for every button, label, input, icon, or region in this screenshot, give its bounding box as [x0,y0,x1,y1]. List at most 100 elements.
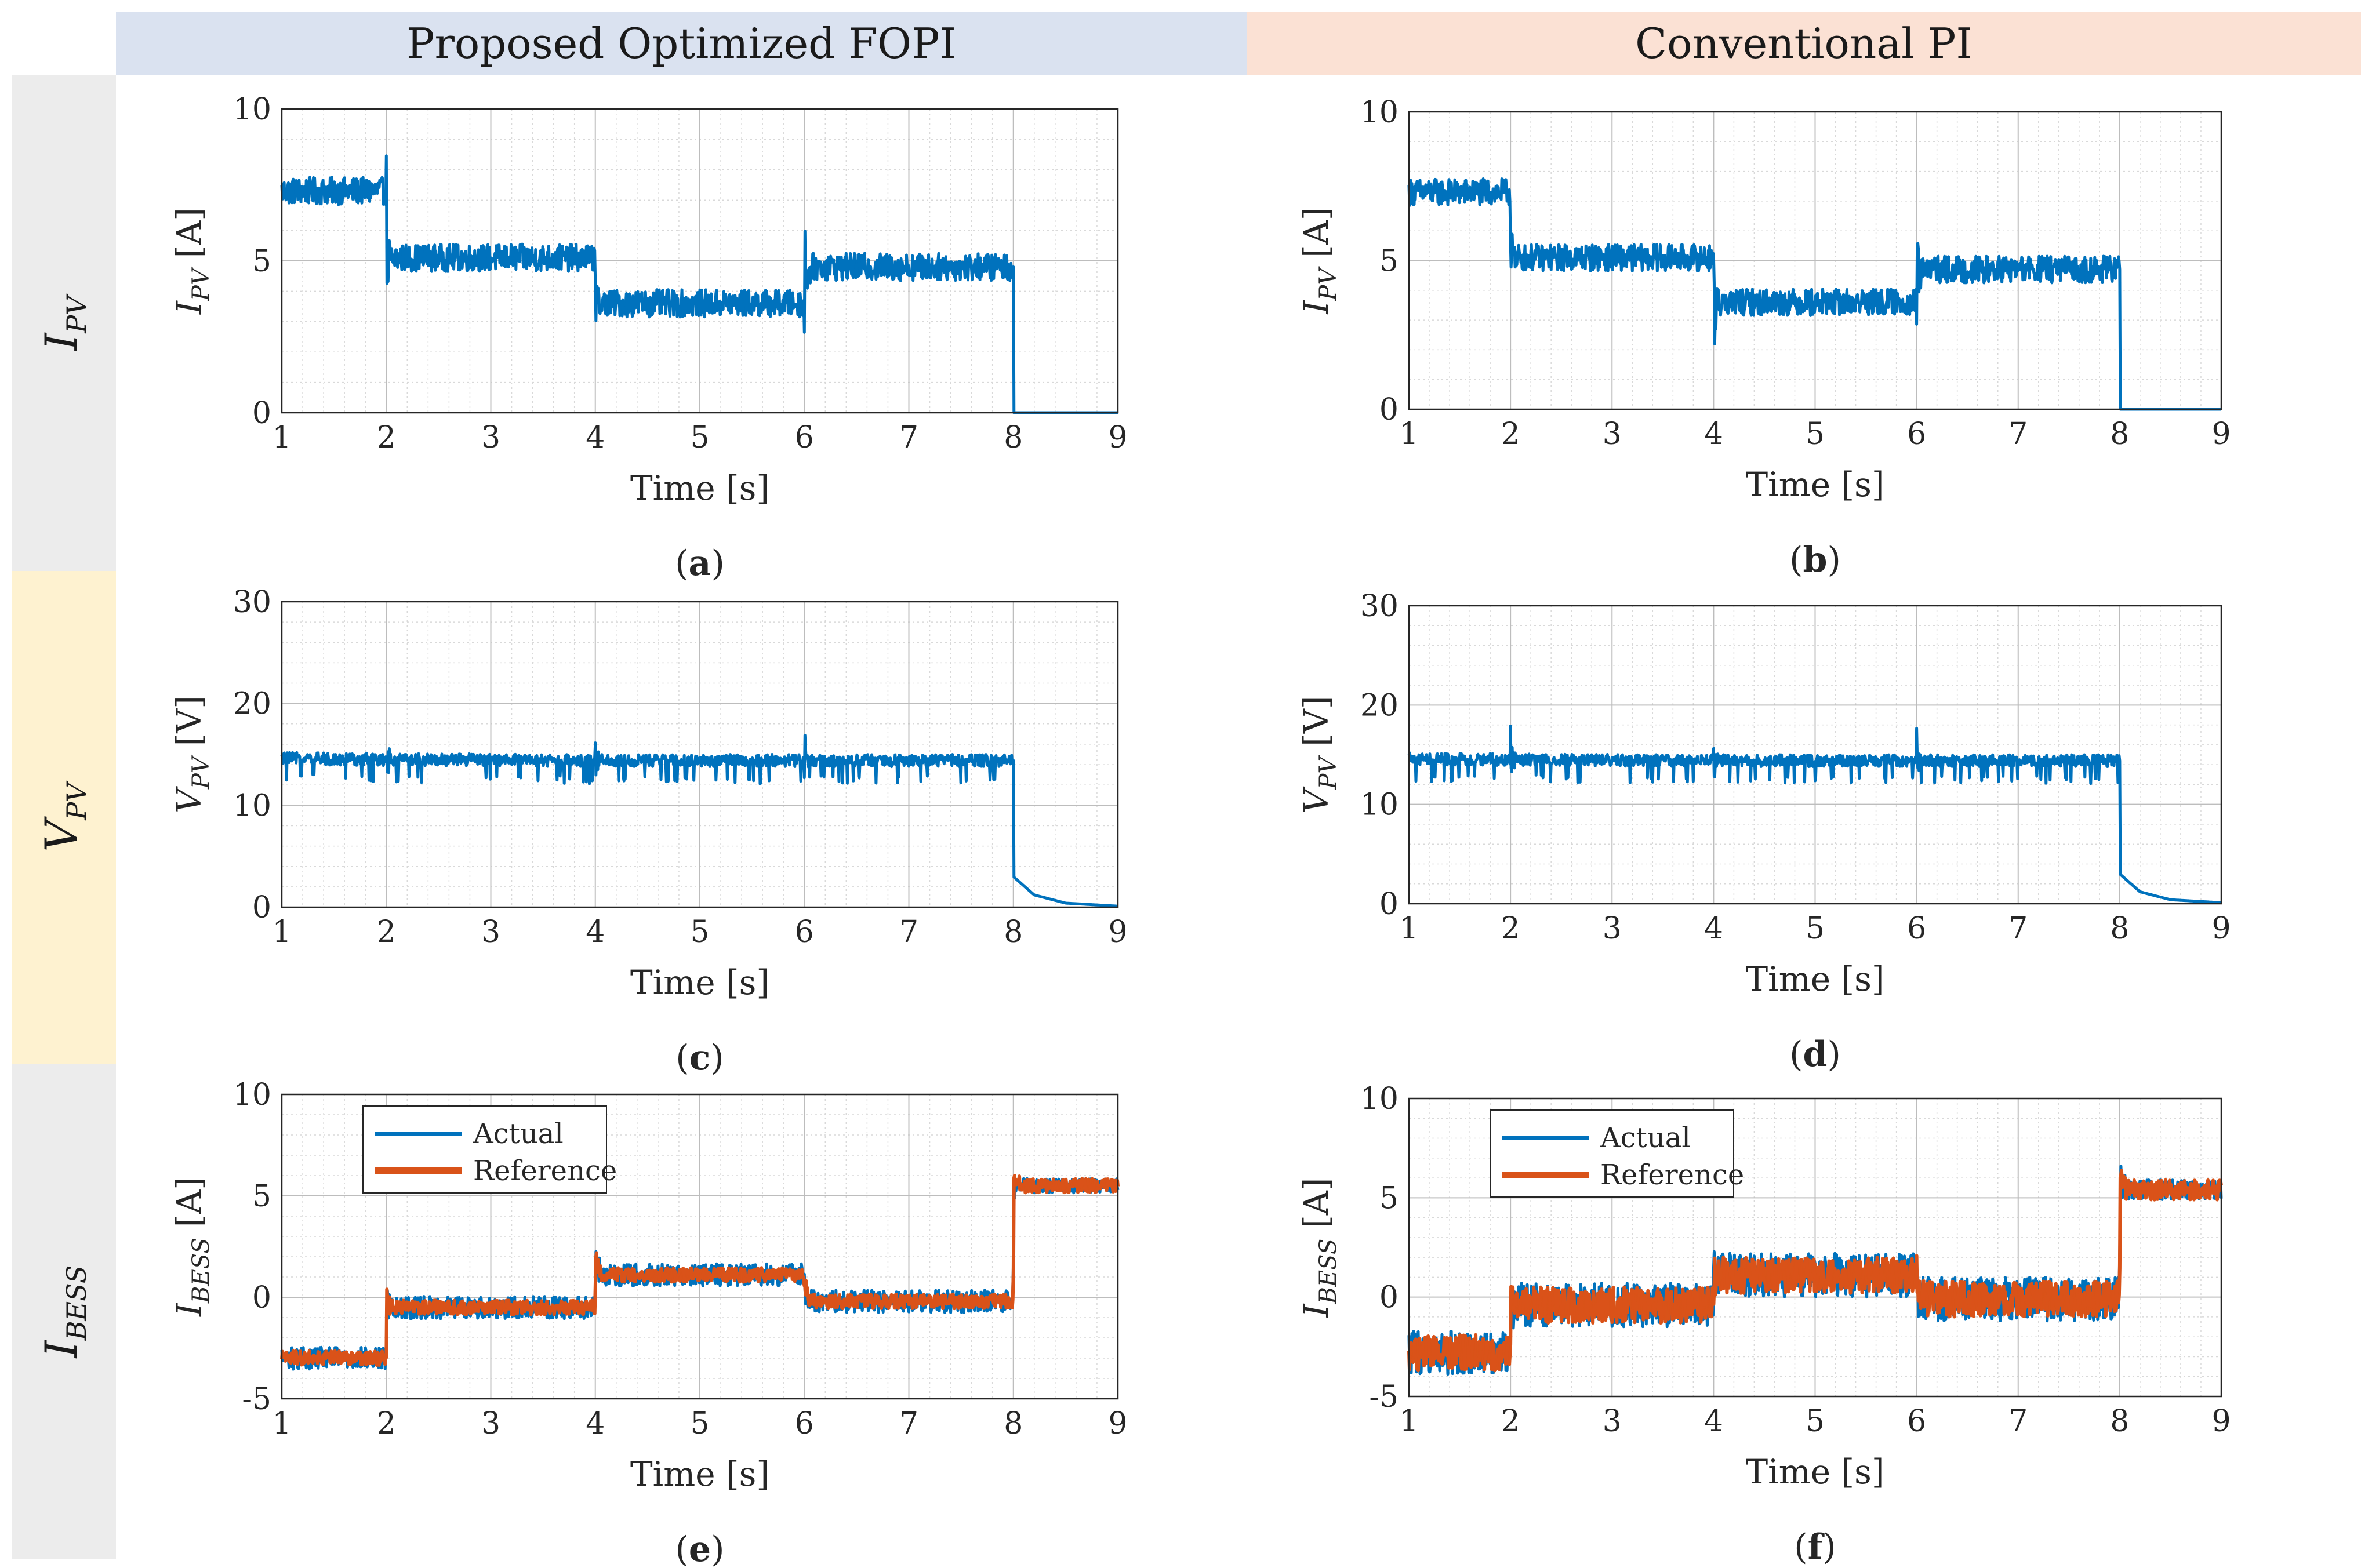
series-trace [1408,1170,2222,1372]
y-axis-label: IBESS[A] [169,1177,215,1317]
x-tick-label: 6 [795,420,814,455]
legend-box [1490,1109,1734,1198]
column-header-bg [1247,12,2361,75]
row-label-sub: BESS [61,1265,92,1341]
x-tick-label: 4 [586,915,605,949]
x-tick-label: 4 [1704,1404,1723,1439]
y-tick-label: -5 [1369,1380,1399,1414]
axes-frame [1408,1097,2222,1398]
y-tick-label: 0 [252,396,271,431]
x-tick-label: 8 [1004,915,1023,949]
y-tick-label: 5 [1379,1181,1399,1216]
x-tick-label: 5 [690,915,709,949]
series-trace [281,155,1118,413]
y-tick-label: 0 [1379,1280,1399,1315]
row-header-bg [12,75,116,571]
x-tick-label: 3 [1603,1404,1622,1439]
row-label-sub: PV [61,780,92,821]
x-tick-label: 4 [1704,417,1723,452]
column-title: Proposed Optimized FOPI [406,19,956,68]
x-tick-label: 5 [1806,417,1825,452]
y-tick-label: 0 [252,1280,271,1315]
x-axis-label: Time [s] [1745,959,1884,999]
x-tick-label: 2 [377,1406,396,1441]
y-tick-label: 30 [233,585,271,620]
x-tick-label: 5 [1806,1404,1825,1439]
subfigure-caption: (c) [675,1038,724,1078]
axes-frame [1408,111,2222,410]
column-header-2: Conventional PI [1247,12,2361,75]
y-tick-label: 10 [233,788,271,823]
x-tick-label: 8 [1004,420,1023,455]
row-header-3: IBESS [12,1064,116,1559]
x-tick-label: 9 [2211,911,2231,946]
y-axis-label: IPV[A] [1296,208,1342,315]
chart-c: 1 2 3 4 5 6 7 8 9 0 10 20 30 Time [s] VPV[V] (c) [169,585,1128,1078]
y-tick-label: 10 [233,92,271,127]
x-tick-label: 1 [272,420,291,455]
subfigure-caption: (d) [1789,1034,1841,1075]
x-tick-label: 6 [1907,417,1926,452]
legend-label-actual: Actual [1600,1122,1691,1154]
x-axis-label: Time [s] [630,1454,769,1494]
x-tick-label: 5 [1806,911,1825,946]
x-tick-label: 9 [2211,417,2231,452]
y-tick-label: 20 [1360,688,1399,723]
x-tick-label: 9 [1108,915,1127,949]
x-tick-label: 6 [795,1406,814,1441]
y-axis-label: VPV[V] [169,696,215,813]
x-tick-label: 2 [1501,911,1520,946]
y-tick-label: -5 [242,1382,271,1417]
row-header-bg [12,571,116,1064]
x-tick-label: 4 [586,420,605,455]
x-tick-label: 2 [1501,417,1520,452]
y-axis-label: IPV[A] [169,208,215,315]
x-tick-label: 8 [2110,417,2129,452]
legend-label-reference: Reference [1600,1159,1744,1191]
chart-b: 1 2 3 4 5 6 7 8 9 0 5 10 Time [s] IPV[A] (b) [1296,95,2231,580]
x-axis-label: Time [s] [1745,465,1884,504]
x-tick-label: 9 [1108,1406,1127,1441]
x-tick-label: 2 [377,420,396,455]
chart-a: 1 2 3 4 5 6 7 8 9 0 5 10 Time [s] IPV[A] (a) [169,92,1128,584]
chart-f: 1 2 3 4 5 6 7 8 9 -5 0 5 10 Time [s] IBESS[A] (f) Actual… [1296,1082,2231,1567]
x-tick-label: 4 [1704,911,1723,946]
series-trace [281,735,1118,907]
x-tick-label: 7 [2008,911,2028,946]
row-label-main: I [35,1339,87,1359]
y-tick-label: 10 [1360,1082,1399,1116]
legend: Actual Reference [1490,1109,1744,1198]
column-header-1: Proposed Optimized FOPI [116,12,1247,75]
axes-frame [281,108,1119,414]
x-tick-label: 3 [1603,911,1622,946]
x-tick-label: 5 [690,1406,709,1441]
y-tick-label: 30 [1360,589,1399,624]
x-tick-label: 1 [272,1406,291,1441]
row-header-1: IPV [12,75,116,571]
legend-box [362,1105,607,1194]
x-tick-label: 2 [377,915,396,949]
subfigure-caption: (a) [675,543,725,584]
column-header-bg [116,12,1247,75]
x-tick-label: 7 [899,915,918,949]
row-label: IBESS [35,1265,92,1359]
y-tick-label: 10 [233,1078,271,1112]
y-tick-label: 20 [233,687,271,722]
x-tick-label: 7 [2008,417,2028,452]
series-trace [1408,726,2222,904]
row-label-main: V [35,816,87,852]
x-tick-label: 5 [690,420,709,455]
y-tick-label: 5 [252,1179,271,1214]
y-axis-label: IBESS[A] [1296,1178,1342,1318]
axes-frame [1408,605,2222,905]
x-axis-label: Time [s] [1745,1452,1884,1491]
column-title: Conventional PI [1635,19,1973,68]
chart-e: 1 2 3 4 5 6 7 8 9 -5 0 5 10 Time [s] IBESS[A] (e) Actual… [169,1078,1128,1568]
x-tick-label: 3 [481,915,500,949]
x-tick-label: 1 [1399,417,1418,452]
y-axis-label: VPV[V] [1296,696,1342,814]
chart-d: 1 2 3 4 5 6 7 8 9 0 10 20 30 Time [s] VPV[V] (d) [1296,589,2231,1075]
y-tick-label: 10 [1360,788,1399,823]
axes-frame [281,1093,1119,1400]
